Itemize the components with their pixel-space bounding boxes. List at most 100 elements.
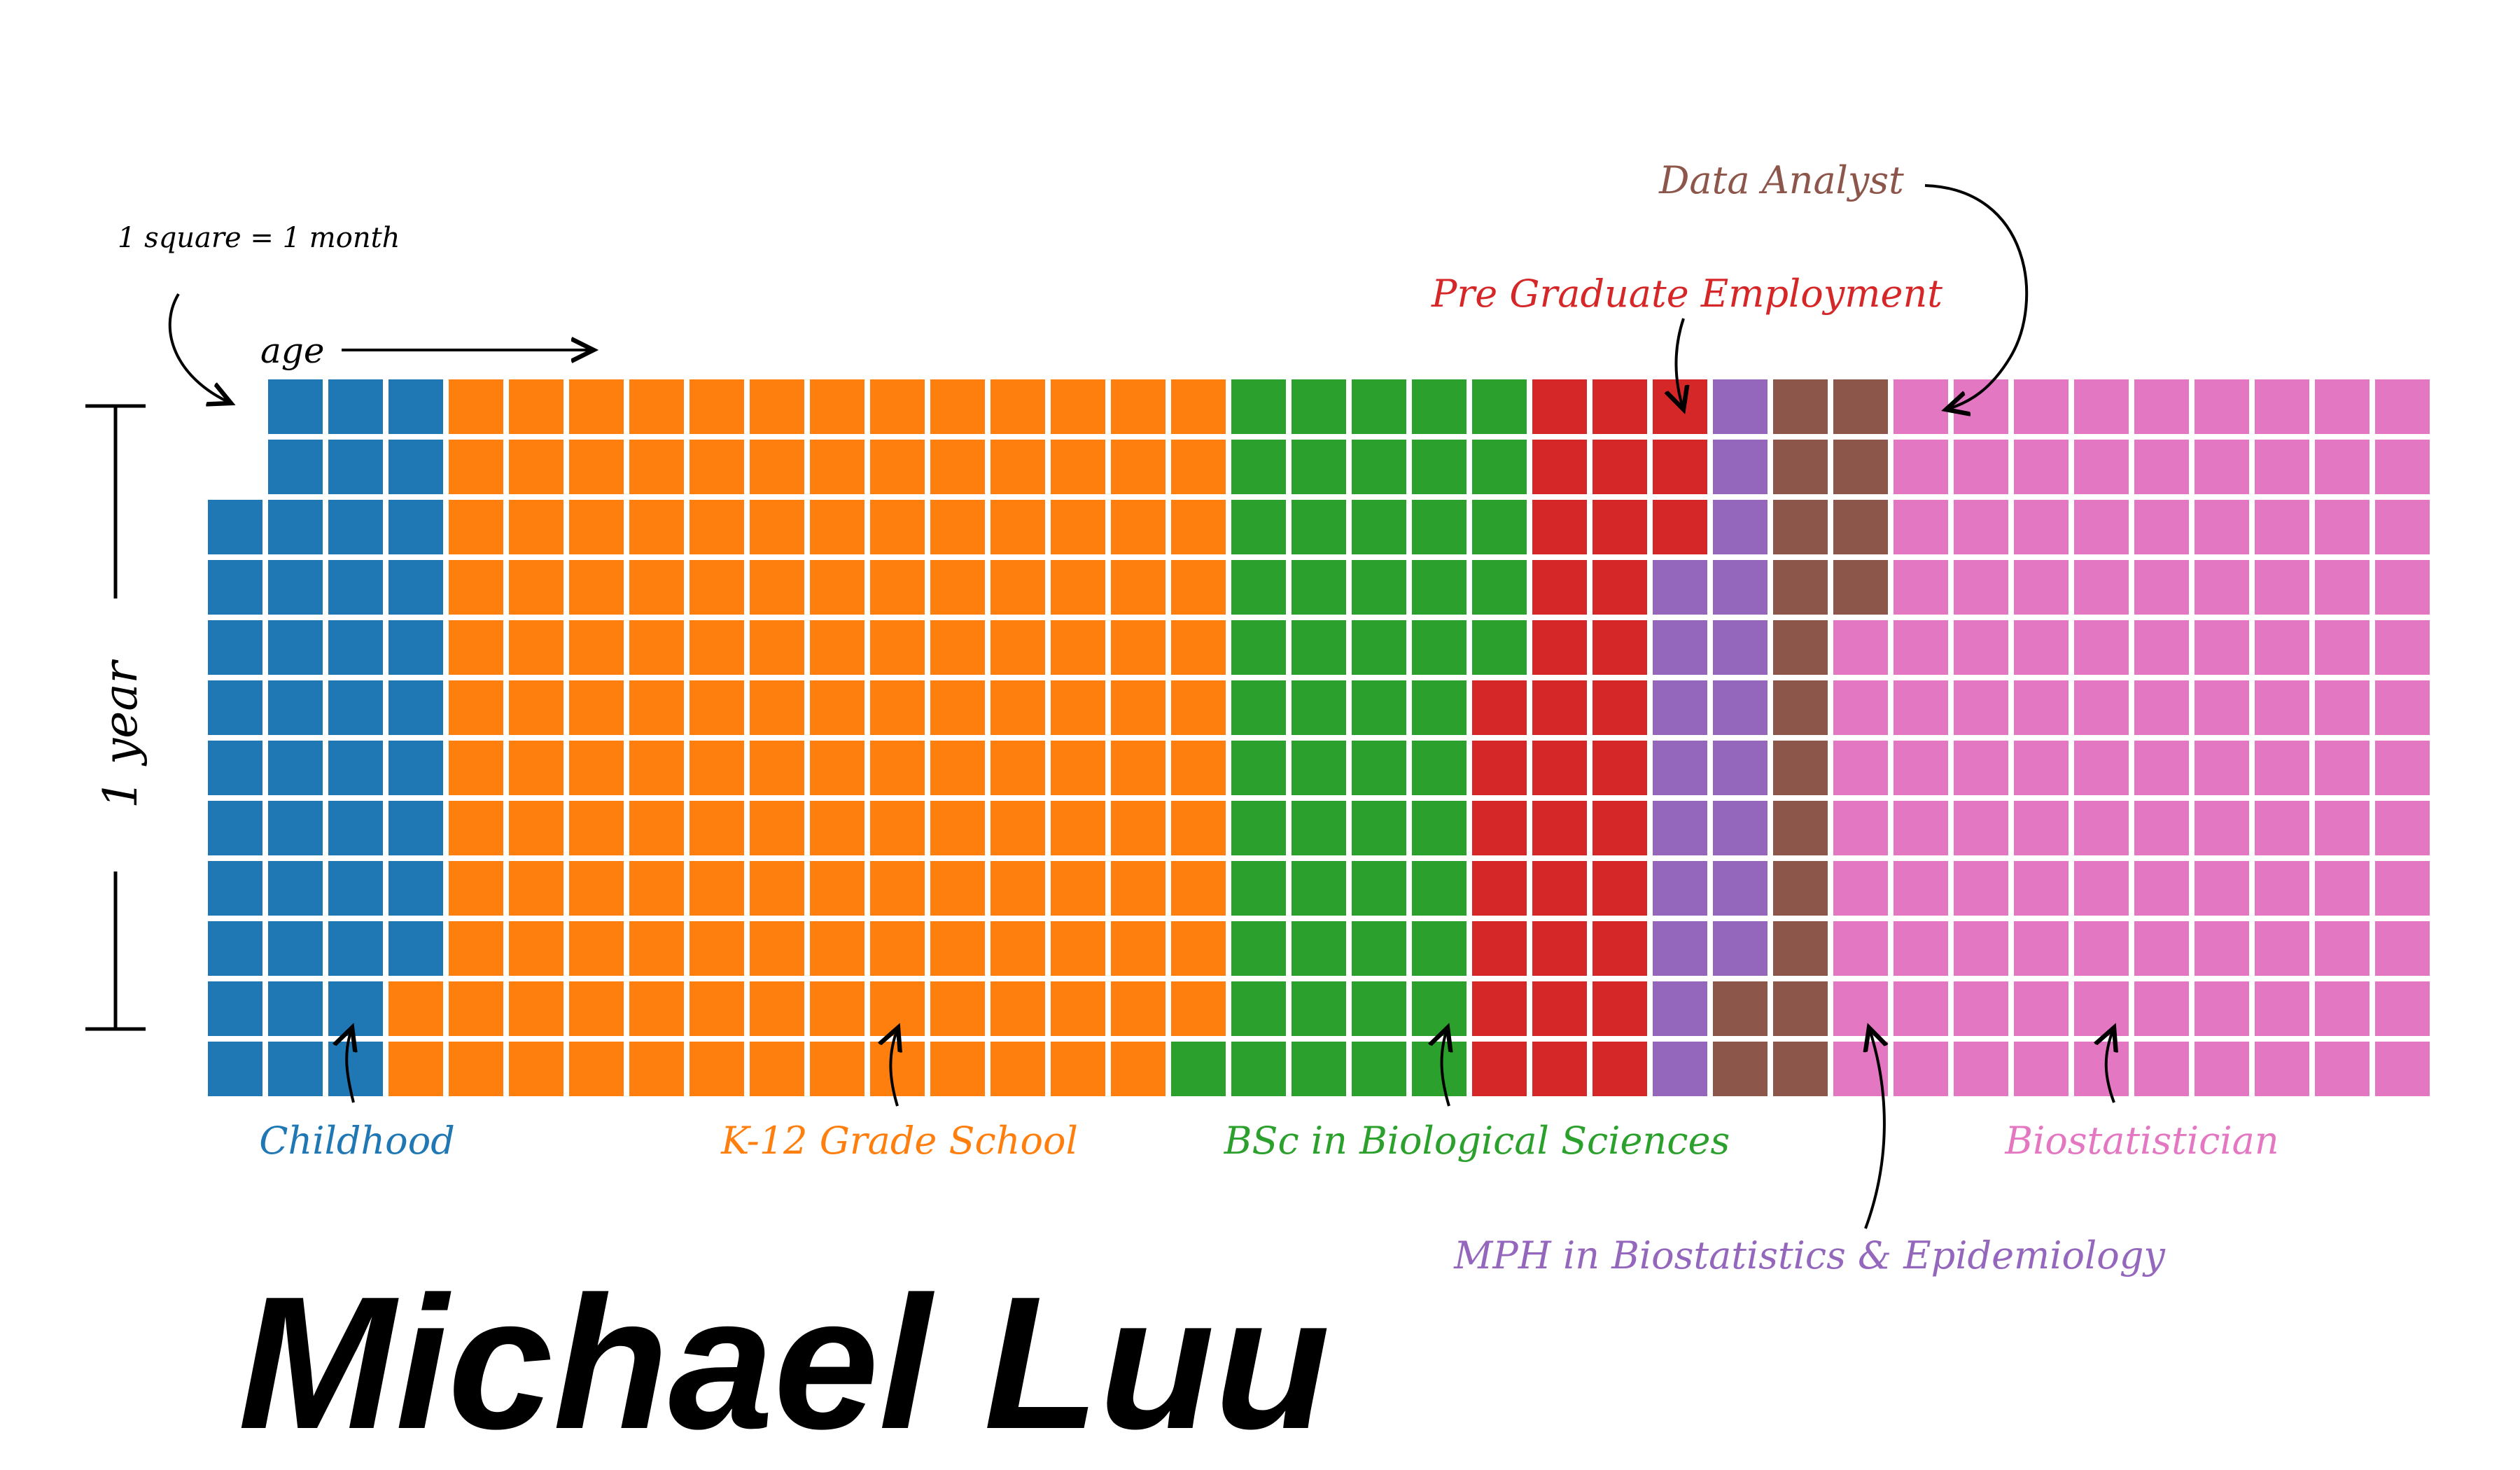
- month-cell-k-12-grade-school: [1111, 680, 1166, 735]
- month-cell-childhood: [268, 500, 323, 554]
- month-cell-k-12-grade-school: [569, 440, 624, 494]
- month-cell-childhood: [268, 1042, 323, 1096]
- month-cell-k-12-grade-school: [810, 500, 864, 554]
- month-cell-k-12-grade-school: [810, 680, 864, 735]
- month-cell-mph-in-biostatistics-epidemiology: [1713, 861, 1768, 916]
- month-cell-bsc-in-biological-sciences: [1292, 921, 1346, 976]
- month-cell-mph-in-biostatistics-epidemiology: [1713, 741, 1768, 795]
- month-cell-k-12-grade-school: [930, 861, 985, 916]
- month-cell-biostatistician: [2014, 620, 2068, 675]
- month-cell-k-12-grade-school: [629, 680, 684, 735]
- month-cell-pre-graduate-employment: [1653, 379, 1707, 434]
- month-cell-childhood: [328, 981, 383, 1036]
- month-cell-biostatistician: [2255, 801, 2309, 855]
- month-cell-k-12-grade-school: [750, 1042, 804, 1096]
- month-cell-k-12-grade-school: [1051, 801, 1105, 855]
- month-cell-biostatistician: [2375, 801, 2430, 855]
- month-cell-k-12-grade-school: [449, 801, 503, 855]
- month-cell-k-12-grade-school: [870, 620, 925, 675]
- month-cell-mph-in-biostatistics-epidemiology: [1713, 500, 1768, 554]
- month-cell-childhood: [328, 560, 383, 615]
- month-cell-k-12-grade-school: [810, 801, 864, 855]
- month-cell-biostatistician: [2134, 1042, 2189, 1096]
- month-cell-biostatistician: [2074, 560, 2129, 615]
- month-cell-k-12-grade-school: [810, 981, 864, 1036]
- month-cell-mph-in-biostatistics-epidemiology: [1713, 620, 1768, 675]
- month-cell-childhood: [268, 680, 323, 735]
- month-cell-biostatistician: [1893, 379, 1948, 434]
- month-cell-bsc-in-biological-sciences: [1292, 379, 1346, 434]
- annotations: Childhood K-12 Grade School BSc in Biolo…: [259, 158, 2278, 1278]
- month-cell-k-12-grade-school: [509, 560, 564, 615]
- month-cell-pre-graduate-employment: [1472, 741, 1527, 795]
- month-cell-k-12-grade-school: [509, 379, 564, 434]
- month-cell-biostatistician: [2134, 801, 2189, 855]
- month-cell-biostatistician: [1954, 861, 2008, 916]
- month-cell-childhood: [388, 921, 443, 976]
- month-cell-k-12-grade-school: [1171, 741, 1226, 795]
- month-cell-biostatistician: [2194, 861, 2249, 916]
- month-cell-pre-graduate-employment: [1532, 500, 1587, 554]
- month-cell-bsc-in-biological-sciences: [1352, 861, 1406, 916]
- month-cell-k-12-grade-school: [449, 861, 503, 916]
- month-cell-bsc-in-biological-sciences: [1352, 981, 1406, 1036]
- month-cell-biostatistician: [2315, 921, 2370, 976]
- month-cell-mph-in-biostatistics-epidemiology: [1653, 981, 1707, 1036]
- month-cell-childhood: [268, 861, 323, 916]
- month-cell-bsc-in-biological-sciences: [1412, 500, 1466, 554]
- month-cell-pre-graduate-employment: [1592, 981, 1647, 1036]
- month-cell-pre-graduate-employment: [1592, 921, 1647, 976]
- month-cell-bsc-in-biological-sciences: [1231, 680, 1286, 735]
- month-cell-childhood: [208, 741, 262, 795]
- month-cell-k-12-grade-school: [750, 741, 804, 795]
- month-cell-k-12-grade-school: [810, 620, 864, 675]
- month-cell-data-analyst: [1773, 560, 1828, 615]
- month-cell-data-analyst: [1773, 1042, 1828, 1096]
- month-cell-biostatistician: [2014, 379, 2068, 434]
- month-cell-mph-in-biostatistics-epidemiology: [1713, 921, 1768, 976]
- month-cell-bsc-in-biological-sciences: [1231, 560, 1286, 615]
- month-cell-k-12-grade-school: [1051, 440, 1105, 494]
- month-cell-pre-graduate-employment: [1472, 801, 1527, 855]
- month-cell-biostatistician: [2194, 741, 2249, 795]
- month-cell-biostatistician: [1893, 861, 1948, 916]
- month-cell-bsc-in-biological-sciences: [1231, 440, 1286, 494]
- month-cell-data-analyst: [1773, 680, 1828, 735]
- month-cell-k-12-grade-school: [870, 741, 925, 795]
- month-cell-pre-graduate-employment: [1532, 1042, 1587, 1096]
- month-cell-k-12-grade-school: [750, 680, 804, 735]
- month-cell-k-12-grade-school: [690, 680, 744, 735]
- month-cell-k-12-grade-school: [629, 620, 684, 675]
- month-cell-biostatistician: [2315, 620, 2370, 675]
- month-cell-k-12-grade-school: [509, 500, 564, 554]
- year-axis-label: 1 year: [94, 659, 148, 808]
- month-cell-k-12-grade-school: [810, 560, 864, 615]
- month-cell-k-12-grade-school: [750, 921, 804, 976]
- month-cell-bsc-in-biological-sciences: [1472, 440, 1527, 494]
- month-cell-k-12-grade-school: [690, 620, 744, 675]
- month-cell-childhood: [388, 440, 443, 494]
- month-cell-k-12-grade-school: [990, 620, 1045, 675]
- month-cell-childhood: [328, 1042, 383, 1096]
- month-cell-pre-graduate-employment: [1472, 921, 1527, 976]
- month-cell-childhood: [328, 500, 383, 554]
- month-cell-k-12-grade-school: [930, 620, 985, 675]
- month-cell-biostatistician: [2315, 680, 2370, 735]
- month-cell-pre-graduate-employment: [1592, 1042, 1647, 1096]
- month-cell-biostatistician: [2255, 680, 2309, 735]
- month-cell-biostatistician: [1954, 680, 2008, 735]
- month-cell-k-12-grade-school: [449, 379, 503, 434]
- month-cell-k-12-grade-school: [690, 500, 744, 554]
- month-cell-data-analyst: [1713, 981, 1768, 1036]
- month-cell-biostatistician: [2074, 861, 2129, 916]
- month-cell-pre-graduate-employment: [1532, 680, 1587, 735]
- month-cell-bsc-in-biological-sciences: [1472, 379, 1527, 434]
- month-cell-k-12-grade-school: [1111, 620, 1166, 675]
- month-cell-k-12-grade-school: [569, 500, 624, 554]
- month-cell-childhood: [328, 680, 383, 735]
- month-cell-data-analyst: [1773, 379, 1828, 434]
- month-cell-k-12-grade-school: [990, 801, 1045, 855]
- month-cell-mph-in-biostatistics-epidemiology: [1653, 921, 1707, 976]
- month-cell-k-12-grade-school: [449, 680, 503, 735]
